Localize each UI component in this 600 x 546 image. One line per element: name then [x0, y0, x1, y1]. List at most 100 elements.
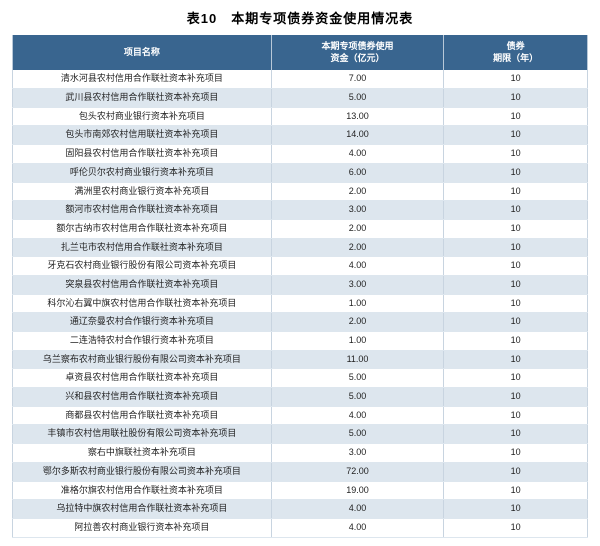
- cell-term: 10: [444, 126, 588, 145]
- table-row: 阿拉善农村商业银行资本补充项目4.0010: [13, 518, 588, 537]
- cell-amount: 5.00: [271, 369, 444, 388]
- table-row: 乌兰察布农村商业银行股份有限公司资本补充项目11.0010: [13, 350, 588, 369]
- table-row: 突泉县农村信用合作联社资本补充项目3.0010: [13, 275, 588, 294]
- cell-amount: 5.00: [271, 89, 444, 108]
- table-row: 牙克石农村商业银行股份有限公司资本补充项目4.0010: [13, 257, 588, 276]
- col-project: 项目名称: [13, 35, 272, 70]
- cell-project: 兴和县农村信用合作联社资本补充项目: [13, 388, 272, 407]
- cell-project: 阿拉善农村商业银行资本补充项目: [13, 518, 272, 537]
- table-row: 二连浩特农村合作银行资本补充项目1.0010: [13, 332, 588, 351]
- cell-project: 额尔古纳市农村信用合作联社资本补充项目: [13, 219, 272, 238]
- col-amount: 本期专项债券使用 资金（亿元）: [271, 35, 444, 70]
- cell-amount: 4.00: [271, 518, 444, 537]
- cell-term: 10: [444, 107, 588, 126]
- table-row: 包头市南郊农村信用联社资本补充项目14.0010: [13, 126, 588, 145]
- cell-term: 10: [444, 163, 588, 182]
- cell-project: 商都县农村信用合作联社资本补充项目: [13, 406, 272, 425]
- cell-term: 10: [444, 275, 588, 294]
- table-row: 扎兰屯市农村信用合作联社资本补充项目2.0010: [13, 238, 588, 257]
- cell-amount: 4.00: [271, 257, 444, 276]
- cell-amount: 11.00: [271, 350, 444, 369]
- cell-amount: 1.00: [271, 294, 444, 313]
- cell-project: 二连浩特农村合作银行资本补充项目: [13, 332, 272, 351]
- cell-term: 10: [444, 89, 588, 108]
- cell-term: 10: [444, 518, 588, 537]
- table-row: 通辽奈曼农村合作银行资本补充项目2.0010: [13, 313, 588, 332]
- cell-amount: 2.00: [271, 182, 444, 201]
- cell-term: 10: [444, 462, 588, 481]
- cell-project: 通辽奈曼农村合作银行资本补充项目: [13, 313, 272, 332]
- cell-project: 包头农村商业银行资本补充项目: [13, 107, 272, 126]
- cell-term: 10: [444, 257, 588, 276]
- cell-amount: 2.00: [271, 313, 444, 332]
- cell-amount: 2.00: [271, 219, 444, 238]
- cell-amount: 3.00: [271, 444, 444, 463]
- cell-term: 10: [444, 182, 588, 201]
- cell-amount: 1.00: [271, 332, 444, 351]
- cell-project: 额河市农村信用合作联社资本补充项目: [13, 201, 272, 220]
- cell-amount: 13.00: [271, 107, 444, 126]
- cell-project: 满洲里农村商业银行资本补充项目: [13, 182, 272, 201]
- cell-project: 突泉县农村信用合作联社资本补充项目: [13, 275, 272, 294]
- cell-amount: 19.00: [271, 481, 444, 500]
- cell-term: 10: [444, 500, 588, 519]
- table-row: 满洲里农村商业银行资本补充项目2.0010: [13, 182, 588, 201]
- table-row: 鄂尔多斯农村商业银行股份有限公司资本补充项目72.0010: [13, 462, 588, 481]
- table-row: 乌拉特中旗农村信用合作联社资本补充项目4.0010: [13, 500, 588, 519]
- cell-term: 10: [444, 388, 588, 407]
- cell-amount: 3.00: [271, 201, 444, 220]
- cell-amount: 3.00: [271, 275, 444, 294]
- cell-term: 10: [444, 294, 588, 313]
- funds-table: 项目名称 本期专项债券使用 资金（亿元） 债券 期限（年） 清水河县农村信用合作…: [12, 35, 588, 538]
- cell-project: 武川县农村信用合作联社资本补充项目: [13, 89, 272, 108]
- table-row: 兴和县农村信用合作联社资本补充项目5.0010: [13, 388, 588, 407]
- cell-amount: 6.00: [271, 163, 444, 182]
- cell-project: 乌兰察布农村商业银行股份有限公司资本补充项目: [13, 350, 272, 369]
- header-row: 项目名称 本期专项债券使用 资金（亿元） 债券 期限（年）: [13, 35, 588, 70]
- cell-amount: 4.00: [271, 406, 444, 425]
- cell-term: 10: [444, 406, 588, 425]
- table-body: 清水河县农村信用合作联社资本补充项目7.0010武川县农村信用合作联社资本补充项…: [13, 70, 588, 537]
- cell-term: 10: [444, 425, 588, 444]
- cell-amount: 2.00: [271, 238, 444, 257]
- cell-project: 鄂尔多斯农村商业银行股份有限公司资本补充项目: [13, 462, 272, 481]
- cell-term: 10: [444, 219, 588, 238]
- table-row: 呼伦贝尔农村商业银行资本补充项目6.0010: [13, 163, 588, 182]
- cell-amount: 4.00: [271, 145, 444, 164]
- cell-term: 10: [444, 481, 588, 500]
- cell-amount: 4.00: [271, 500, 444, 519]
- table-row: 丰镇市农村信用联社股份有限公司资本补充项目5.0010: [13, 425, 588, 444]
- cell-project: 扎兰屯市农村信用合作联社资本补充项目: [13, 238, 272, 257]
- cell-term: 10: [444, 369, 588, 388]
- cell-project: 卓资县农村信用合作联社资本补充项目: [13, 369, 272, 388]
- cell-amount: 7.00: [271, 70, 444, 88]
- cell-project: 准格尔旗农村信用合作联社资本补充项目: [13, 481, 272, 500]
- cell-project: 牙克石农村商业银行股份有限公司资本补充项目: [13, 257, 272, 276]
- cell-term: 10: [444, 444, 588, 463]
- cell-term: 10: [444, 332, 588, 351]
- cell-project: 丰镇市农村信用联社股份有限公司资本补充项目: [13, 425, 272, 444]
- table-row: 科尔沁右翼中旗农村信用合作联社资本补充项目1.0010: [13, 294, 588, 313]
- table-row: 清水河县农村信用合作联社资本补充项目7.0010: [13, 70, 588, 88]
- table-row: 包头农村商业银行资本补充项目13.0010: [13, 107, 588, 126]
- table-row: 准格尔旗农村信用合作联社资本补充项目19.0010: [13, 481, 588, 500]
- cell-term: 10: [444, 238, 588, 257]
- table-row: 额河市农村信用合作联社资本补充项目3.0010: [13, 201, 588, 220]
- cell-term: 10: [444, 70, 588, 88]
- cell-amount: 5.00: [271, 388, 444, 407]
- col-term: 债券 期限（年）: [444, 35, 588, 70]
- table-row: 额尔古纳市农村信用合作联社资本补充项目2.0010: [13, 219, 588, 238]
- cell-project: 察右中旗联社资本补充项目: [13, 444, 272, 463]
- cell-amount: 5.00: [271, 425, 444, 444]
- table-row: 固阳县农村信用合作联社资本补充项目4.0010: [13, 145, 588, 164]
- table-row: 商都县农村信用合作联社资本补充项目4.0010: [13, 406, 588, 425]
- cell-term: 10: [444, 350, 588, 369]
- cell-term: 10: [444, 313, 588, 332]
- table-row: 卓资县农村信用合作联社资本补充项目5.0010: [13, 369, 588, 388]
- table-title: 表10 本期专项债券资金使用情况表: [12, 8, 588, 27]
- table-row: 武川县农村信用合作联社资本补充项目5.0010: [13, 89, 588, 108]
- cell-amount: 14.00: [271, 126, 444, 145]
- cell-project: 包头市南郊农村信用联社资本补充项目: [13, 126, 272, 145]
- cell-project: 乌拉特中旗农村信用合作联社资本补充项目: [13, 500, 272, 519]
- cell-project: 清水河县农村信用合作联社资本补充项目: [13, 70, 272, 88]
